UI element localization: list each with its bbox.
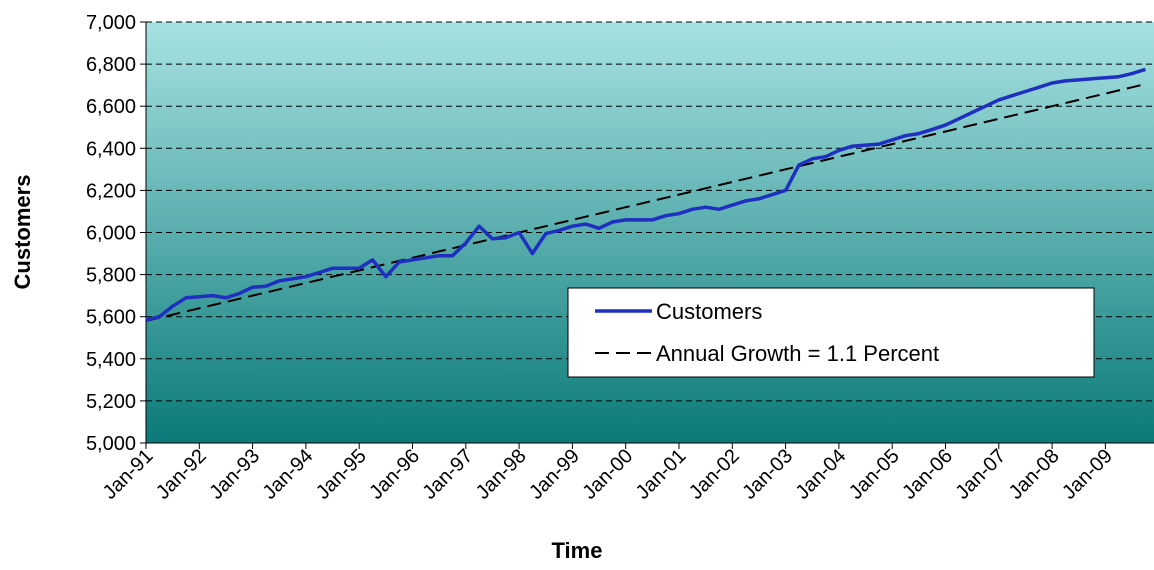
y-tick-label: 5,600	[86, 307, 136, 329]
data-line	[145, 67, 1146, 322]
x-tick-label: Jan-07	[952, 445, 1011, 504]
y-tick-label: 7,000	[86, 12, 136, 34]
y-tick-label: 6,000	[86, 223, 136, 245]
x-tick-label: Jan-08	[1005, 445, 1064, 504]
legend-label: Customers	[656, 299, 762, 324]
y-tick-label: 6,200	[86, 180, 136, 202]
y-tick-label: 6,800	[86, 54, 136, 76]
x-tick-label: Jan-09	[1058, 445, 1117, 504]
x-tick-label: Jan-04	[792, 445, 851, 504]
trend-line	[145, 83, 1146, 322]
x-tick-label: Jan-01	[632, 445, 691, 504]
x-tick-label: Jan-96	[365, 445, 424, 504]
y-axis-title: Customers	[10, 175, 35, 290]
legend-box	[567, 287, 1095, 378]
y-tick-label: 5,000	[86, 433, 136, 455]
y-tick-label: 6,400	[86, 138, 136, 160]
x-tick-label: Jan-98	[472, 445, 531, 504]
x-tick-label: Jan-03	[738, 445, 797, 504]
x-tick-label: Jan-00	[578, 445, 637, 504]
x-tick-label: Jan-99	[525, 445, 584, 504]
y-tick-label: 5,200	[86, 391, 136, 413]
x-tick-label: Jan-05	[845, 445, 904, 504]
y-tick-label: 6,600	[86, 96, 136, 118]
legend-label: Annual Growth = 1.1 Percent	[656, 341, 939, 366]
x-tick-label: Jan-02	[685, 445, 744, 504]
x-tick-label: Jan-95	[312, 445, 371, 504]
x-tick-label: Jan-93	[205, 445, 264, 504]
x-tick-label: Jan-94	[259, 445, 318, 504]
x-tick-label: Jan-97	[419, 445, 478, 504]
x-axis-title: Time	[552, 538, 603, 563]
x-tick-label: Jan-92	[152, 445, 211, 504]
y-tick-label: 5,400	[86, 349, 136, 371]
x-tick-label: Jan-06	[898, 445, 957, 504]
legend: Customers Annual Growth = 1.1 Percent	[567, 287, 1095, 378]
y-tick-label: 5,800	[86, 265, 136, 287]
